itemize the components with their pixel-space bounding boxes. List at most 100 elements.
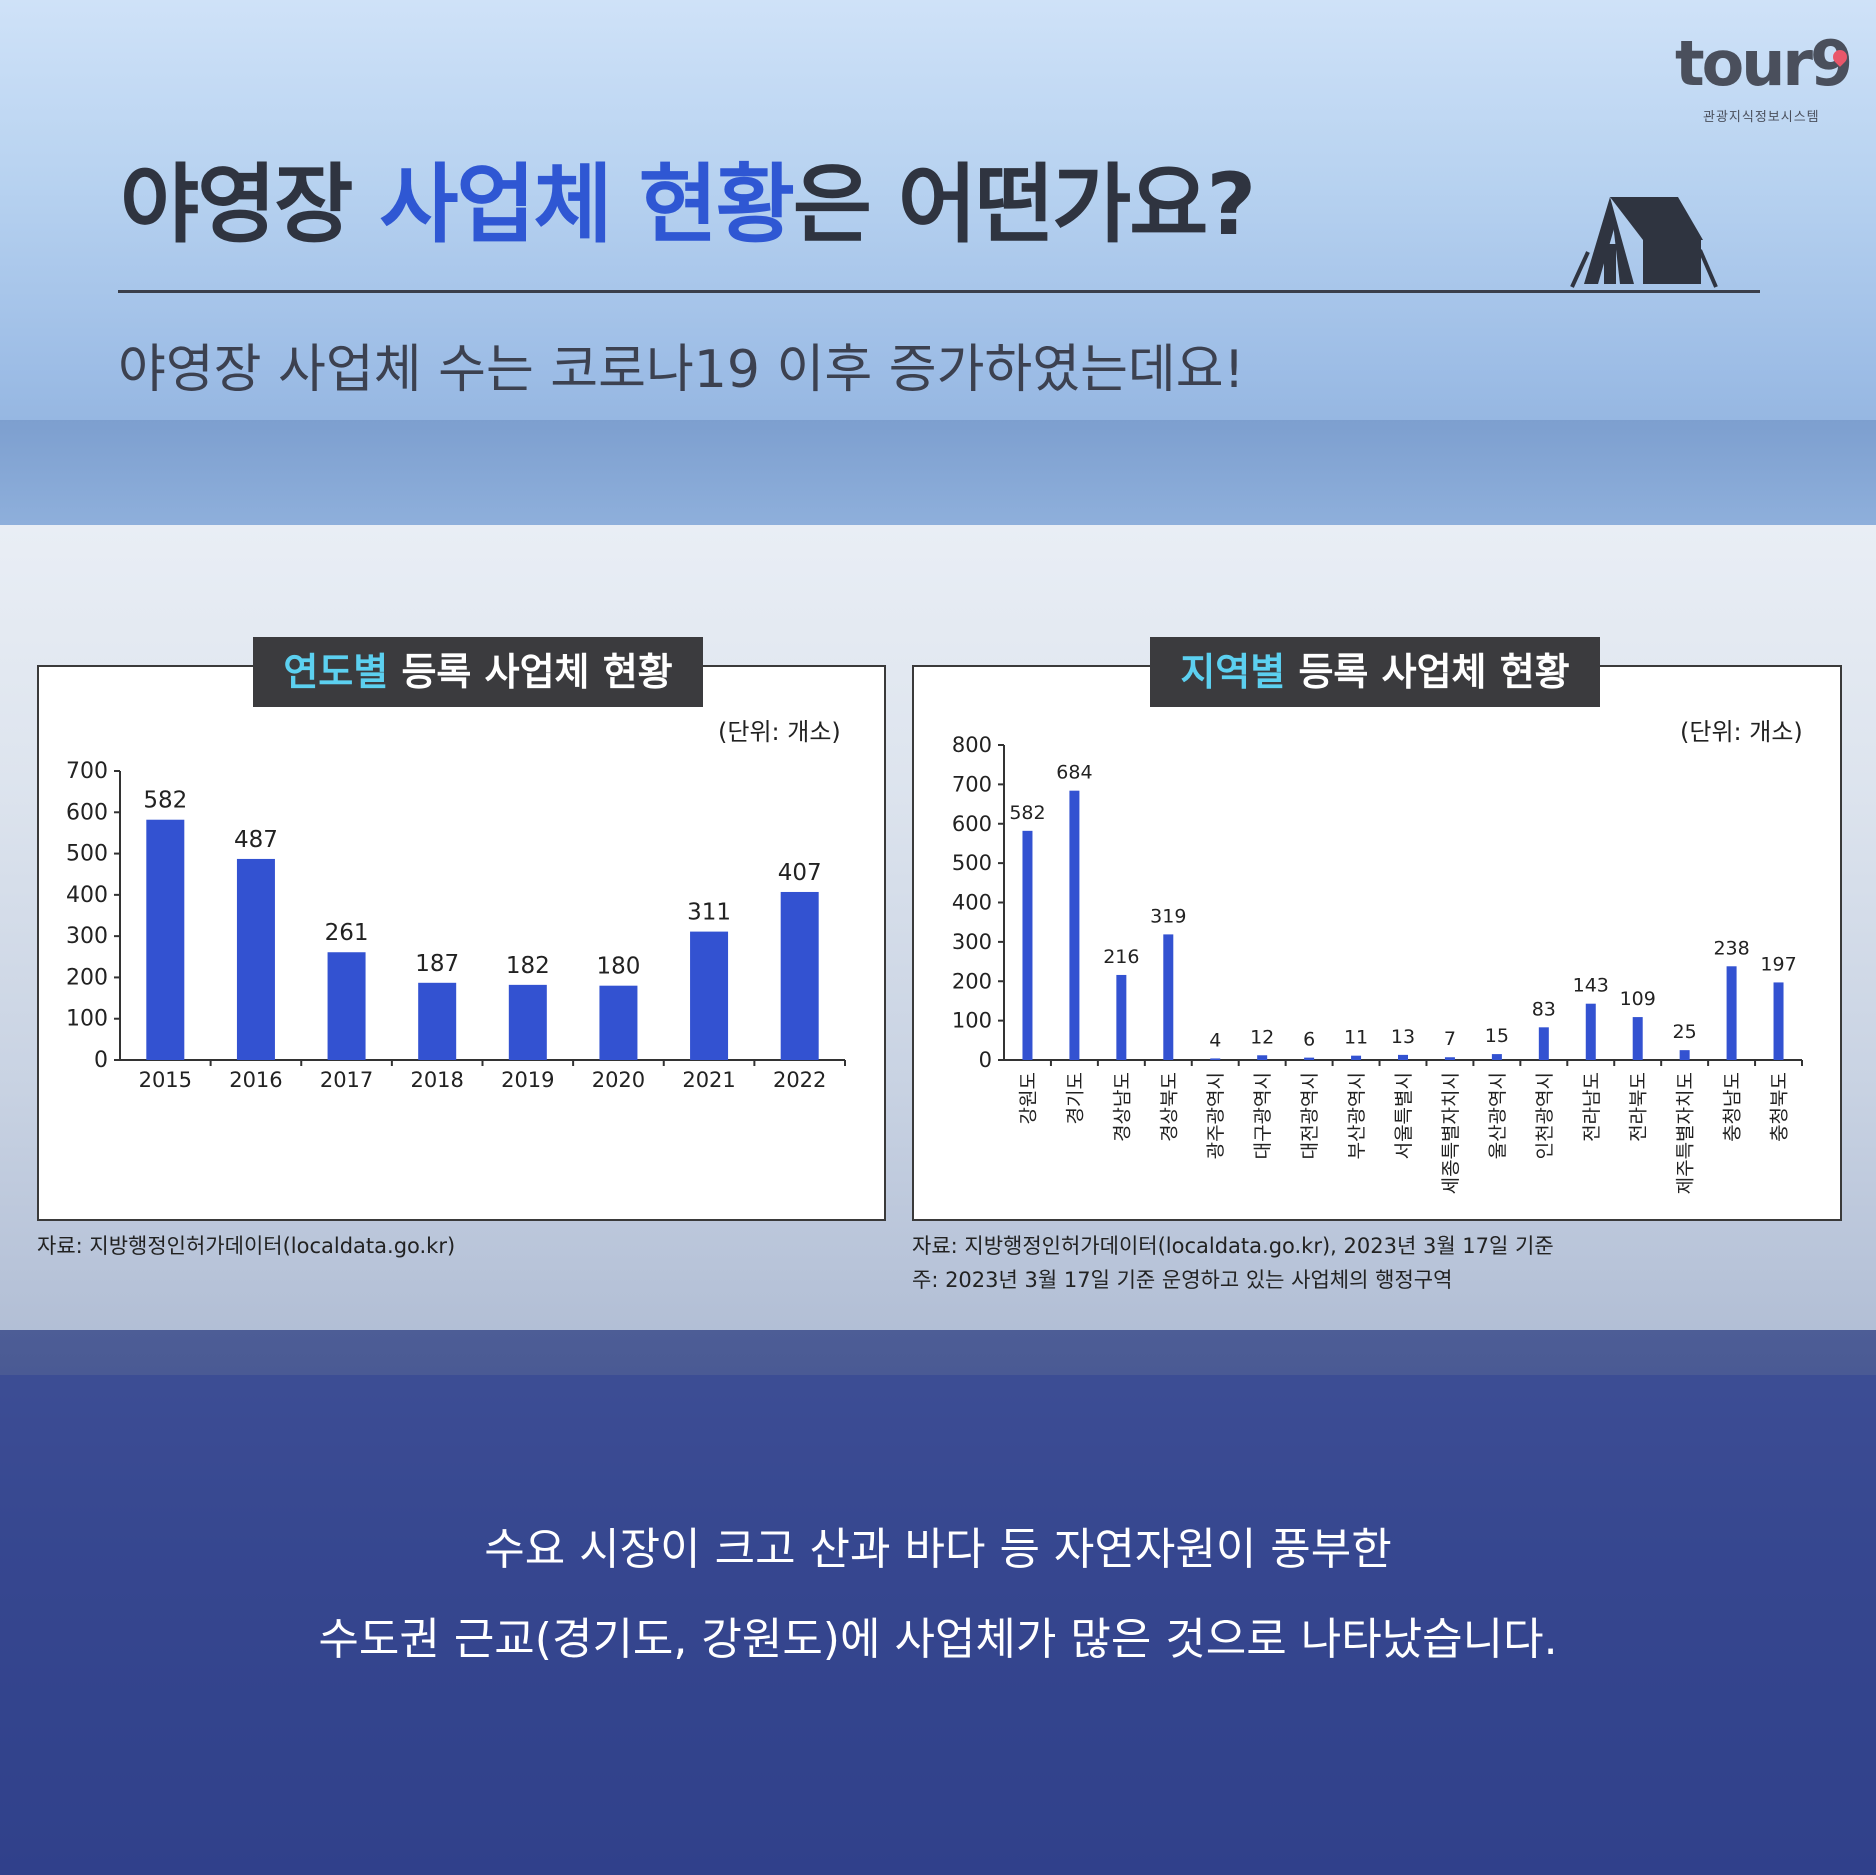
regional-data-label: 684 [1056, 762, 1092, 784]
regional-data-label: 25 [1673, 1021, 1697, 1043]
yearly-data-label: 487 [234, 827, 278, 853]
yearly-unit-label: (단위: 개소) [718, 718, 841, 746]
sea-background [0, 420, 1876, 530]
regional-x-tick-label: 전라남도 [1581, 1072, 1603, 1142]
campsite-background [0, 1330, 1876, 1875]
regional-x-tick-label: 인천광역시 [1534, 1072, 1556, 1159]
regional-data-label: 6 [1303, 1029, 1315, 1051]
regional-bar [1444, 1057, 1455, 1060]
yearly-y-tick-label: 300 [66, 924, 108, 949]
regional-bar [1163, 934, 1174, 1060]
regional-bar [1491, 1054, 1502, 1060]
regional-y-tick-label: 300 [952, 930, 992, 954]
regional-data-label: 12 [1250, 1026, 1274, 1048]
yearly-bar [780, 891, 819, 1060]
regional-x-tick-label: 부산광역시 [1346, 1072, 1368, 1159]
regional-data-label: 143 [1573, 975, 1609, 997]
regional-chart-panel [912, 665, 1842, 1221]
yearly-y-tick-label: 600 [66, 800, 108, 825]
yearly-data-label: 182 [506, 953, 550, 979]
yearly-x-tick-label: 2019 [501, 1068, 554, 1092]
regional-x-tick-label: 전라북도 [1628, 1072, 1650, 1142]
yearly-data-label: 261 [325, 920, 369, 946]
regional-bar [1351, 1055, 1362, 1060]
yearly-x-tick-label: 2017 [320, 1068, 373, 1092]
regional-x-tick-label: 경상남도 [1111, 1072, 1133, 1142]
regional-x-tick-label: 경상북도 [1158, 1072, 1180, 1142]
bottom-message-line2: 수도권 근교(경기도, 강원도)에 사업체가 많은 것으로 나타났습니다. [318, 1614, 1558, 1665]
yearly-x-tick-label: 2020 [592, 1068, 645, 1092]
logo-text: tour9 [1675, 27, 1853, 100]
regional-data-label: 11 [1344, 1027, 1368, 1049]
regional-bar [1304, 1057, 1315, 1060]
regional-bar [1726, 966, 1737, 1060]
yearly-data-label: 311 [687, 900, 731, 926]
regional-bar [1257, 1055, 1268, 1060]
regional-y-tick-label: 700 [952, 772, 992, 796]
regional-bar [1398, 1054, 1408, 1060]
regional-y-tick-label: 600 [952, 812, 992, 836]
regional-y-tick-label: 500 [952, 851, 992, 875]
regional-y-tick-label: 800 [952, 733, 992, 757]
yearly-bar [690, 931, 729, 1060]
yearly-y-tick-label: 700 [66, 759, 108, 784]
regional-bar [1116, 974, 1127, 1060]
regional-bar [1210, 1058, 1221, 1060]
regional-y-tick-label: 100 [952, 1009, 992, 1033]
yearly-bar [508, 984, 547, 1060]
regional-y-tick-label: 0 [979, 1048, 992, 1072]
regional-x-tick-label: 대전광역시 [1299, 1072, 1321, 1159]
yearly-y-tick-label: 200 [66, 965, 108, 990]
regional-title-accent: 지역별 [1180, 650, 1286, 694]
regional-footnote: 주: 2023년 3월 17일 기준 운영하고 있는 사업체의 행정구역 [912, 1268, 1453, 1292]
yearly-title-rest: 등록 사업체 현황 [388, 650, 673, 694]
regional-x-tick-label: 경기도 [1064, 1072, 1086, 1124]
title-highlight: 사업체 현황 [379, 155, 795, 255]
regional-source-note: 자료: 지방행정인허가데이터(localdata.go.kr), 2023년 3… [912, 1234, 1554, 1258]
yearly-data-label: 407 [778, 860, 822, 886]
yearly-y-tick-label: 100 [66, 1007, 108, 1032]
regional-x-tick-label: 강원도 [1017, 1072, 1039, 1124]
regional-data-label: 83 [1532, 998, 1556, 1020]
regional-x-tick-label: 세종특별자치시 [1440, 1072, 1462, 1194]
regional-data-label: 197 [1760, 953, 1796, 975]
regional-chart-title: 지역별 등록 사업체 현황 [1150, 637, 1600, 707]
yearly-bar [236, 858, 275, 1060]
regional-x-tick-label: 충청북도 [1769, 1072, 1791, 1142]
regional-title-rest: 등록 사업체 현황 [1285, 650, 1570, 694]
yearly-x-tick-label: 2022 [773, 1068, 826, 1092]
tour9-logo: tour9 관광지식정보시스템 [1675, 27, 1853, 128]
regional-x-tick-label: 광주광역시 [1205, 1072, 1227, 1159]
regional-data-label: 109 [1620, 988, 1656, 1010]
yearly-chart-title: 연도별 등록 사업체 현황 [253, 637, 703, 707]
regional-x-tick-label: 울산광역시 [1487, 1072, 1509, 1159]
regional-bar [1773, 982, 1784, 1060]
regional-data-label: 13 [1391, 1026, 1415, 1048]
bottom-overlay-band [0, 1375, 1876, 1875]
yearly-y-tick-label: 500 [66, 842, 108, 867]
yearly-x-tick-label: 2015 [139, 1068, 192, 1092]
yearly-bar [146, 819, 185, 1060]
yearly-y-tick-label: 0 [94, 1048, 108, 1073]
yearly-data-label: 187 [415, 951, 459, 977]
regional-x-tick-label: 제주특별자치도 [1675, 1072, 1697, 1194]
yearly-y-tick-label: 400 [66, 883, 108, 908]
regional-data-label: 216 [1103, 946, 1139, 968]
bottom-message-line1: 수요 시장이 크고 산과 바다 등 자연자원이 풍부한 [484, 1524, 1392, 1575]
regional-y-tick-label: 400 [952, 891, 992, 915]
regional-bar [1632, 1017, 1643, 1060]
yearly-data-label: 180 [596, 954, 640, 980]
yearly-bar [418, 982, 457, 1060]
page-title: 야영장 사업체 현황은 어떤가요? [120, 150, 1256, 260]
yearly-x-tick-label: 2021 [682, 1068, 735, 1092]
regional-data-label: 238 [1713, 937, 1749, 959]
regional-x-tick-label: 충청남도 [1722, 1072, 1744, 1142]
regional-bar [1538, 1027, 1549, 1060]
yearly-data-label: 582 [143, 788, 187, 814]
regional-x-tick-label: 대구광역시 [1252, 1072, 1274, 1159]
yearly-title-accent: 연도별 [283, 650, 389, 694]
regional-data-label: 319 [1150, 905, 1186, 927]
regional-unit-label: (단위: 개소) [1680, 718, 1803, 746]
yearly-bar [327, 952, 366, 1060]
